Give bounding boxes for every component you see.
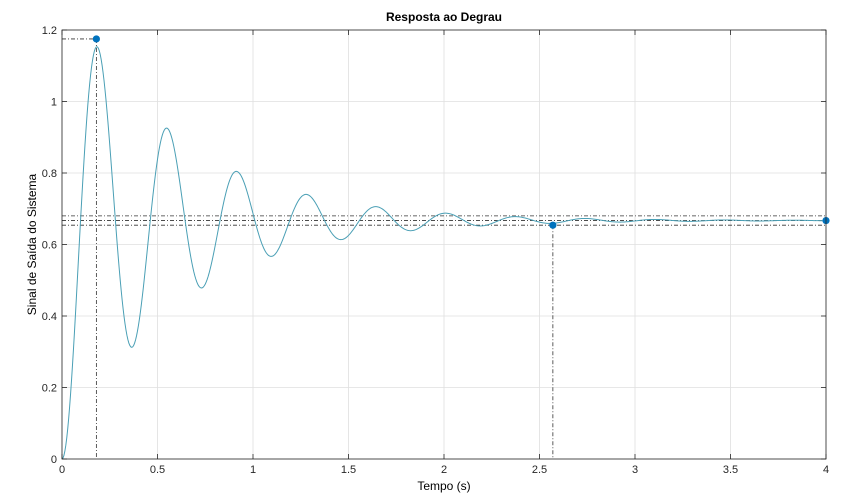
data-marker bbox=[92, 35, 100, 43]
reference-lines bbox=[62, 38, 826, 459]
y-tick-label: 0.2 bbox=[42, 383, 57, 395]
y-tick-label: 0.6 bbox=[42, 240, 57, 252]
x-tick-label: 0.5 bbox=[150, 464, 165, 476]
x-tick-label: 3.5 bbox=[723, 464, 738, 476]
data-marker bbox=[549, 221, 557, 229]
x-tick-label: 1.5 bbox=[341, 464, 356, 476]
y-axis-label: Sinal de Saída do Sistema bbox=[25, 173, 39, 315]
x-tick-label: 2.5 bbox=[532, 464, 547, 476]
y-tick-label: 0 bbox=[51, 454, 57, 466]
response-curve bbox=[61, 46, 827, 460]
x-tick-label: 1 bbox=[250, 464, 256, 476]
x-axis-ticks: 0 0.5 1 1.5 2 2.5 3 3.5 4 bbox=[59, 30, 829, 476]
x-tick-label: 4 bbox=[823, 464, 829, 476]
series-layer bbox=[61, 46, 827, 460]
y-tick-label: 1 bbox=[51, 97, 57, 109]
x-tick-label: 2 bbox=[441, 464, 447, 476]
chart-title: Resposta ao Degrau bbox=[386, 10, 502, 24]
x-axis-label: Tempo (s) bbox=[417, 479, 470, 493]
x-tick-label: 0 bbox=[59, 464, 65, 476]
y-tick-label: 1.2 bbox=[42, 25, 57, 37]
x-tick-label: 3 bbox=[632, 464, 638, 476]
y-axis-ticks: 0 0.2 0.4 0.6 0.8 1 1.2 bbox=[42, 25, 826, 466]
y-tick-label: 0.4 bbox=[42, 311, 57, 323]
y-tick-label: 0.8 bbox=[42, 168, 57, 180]
